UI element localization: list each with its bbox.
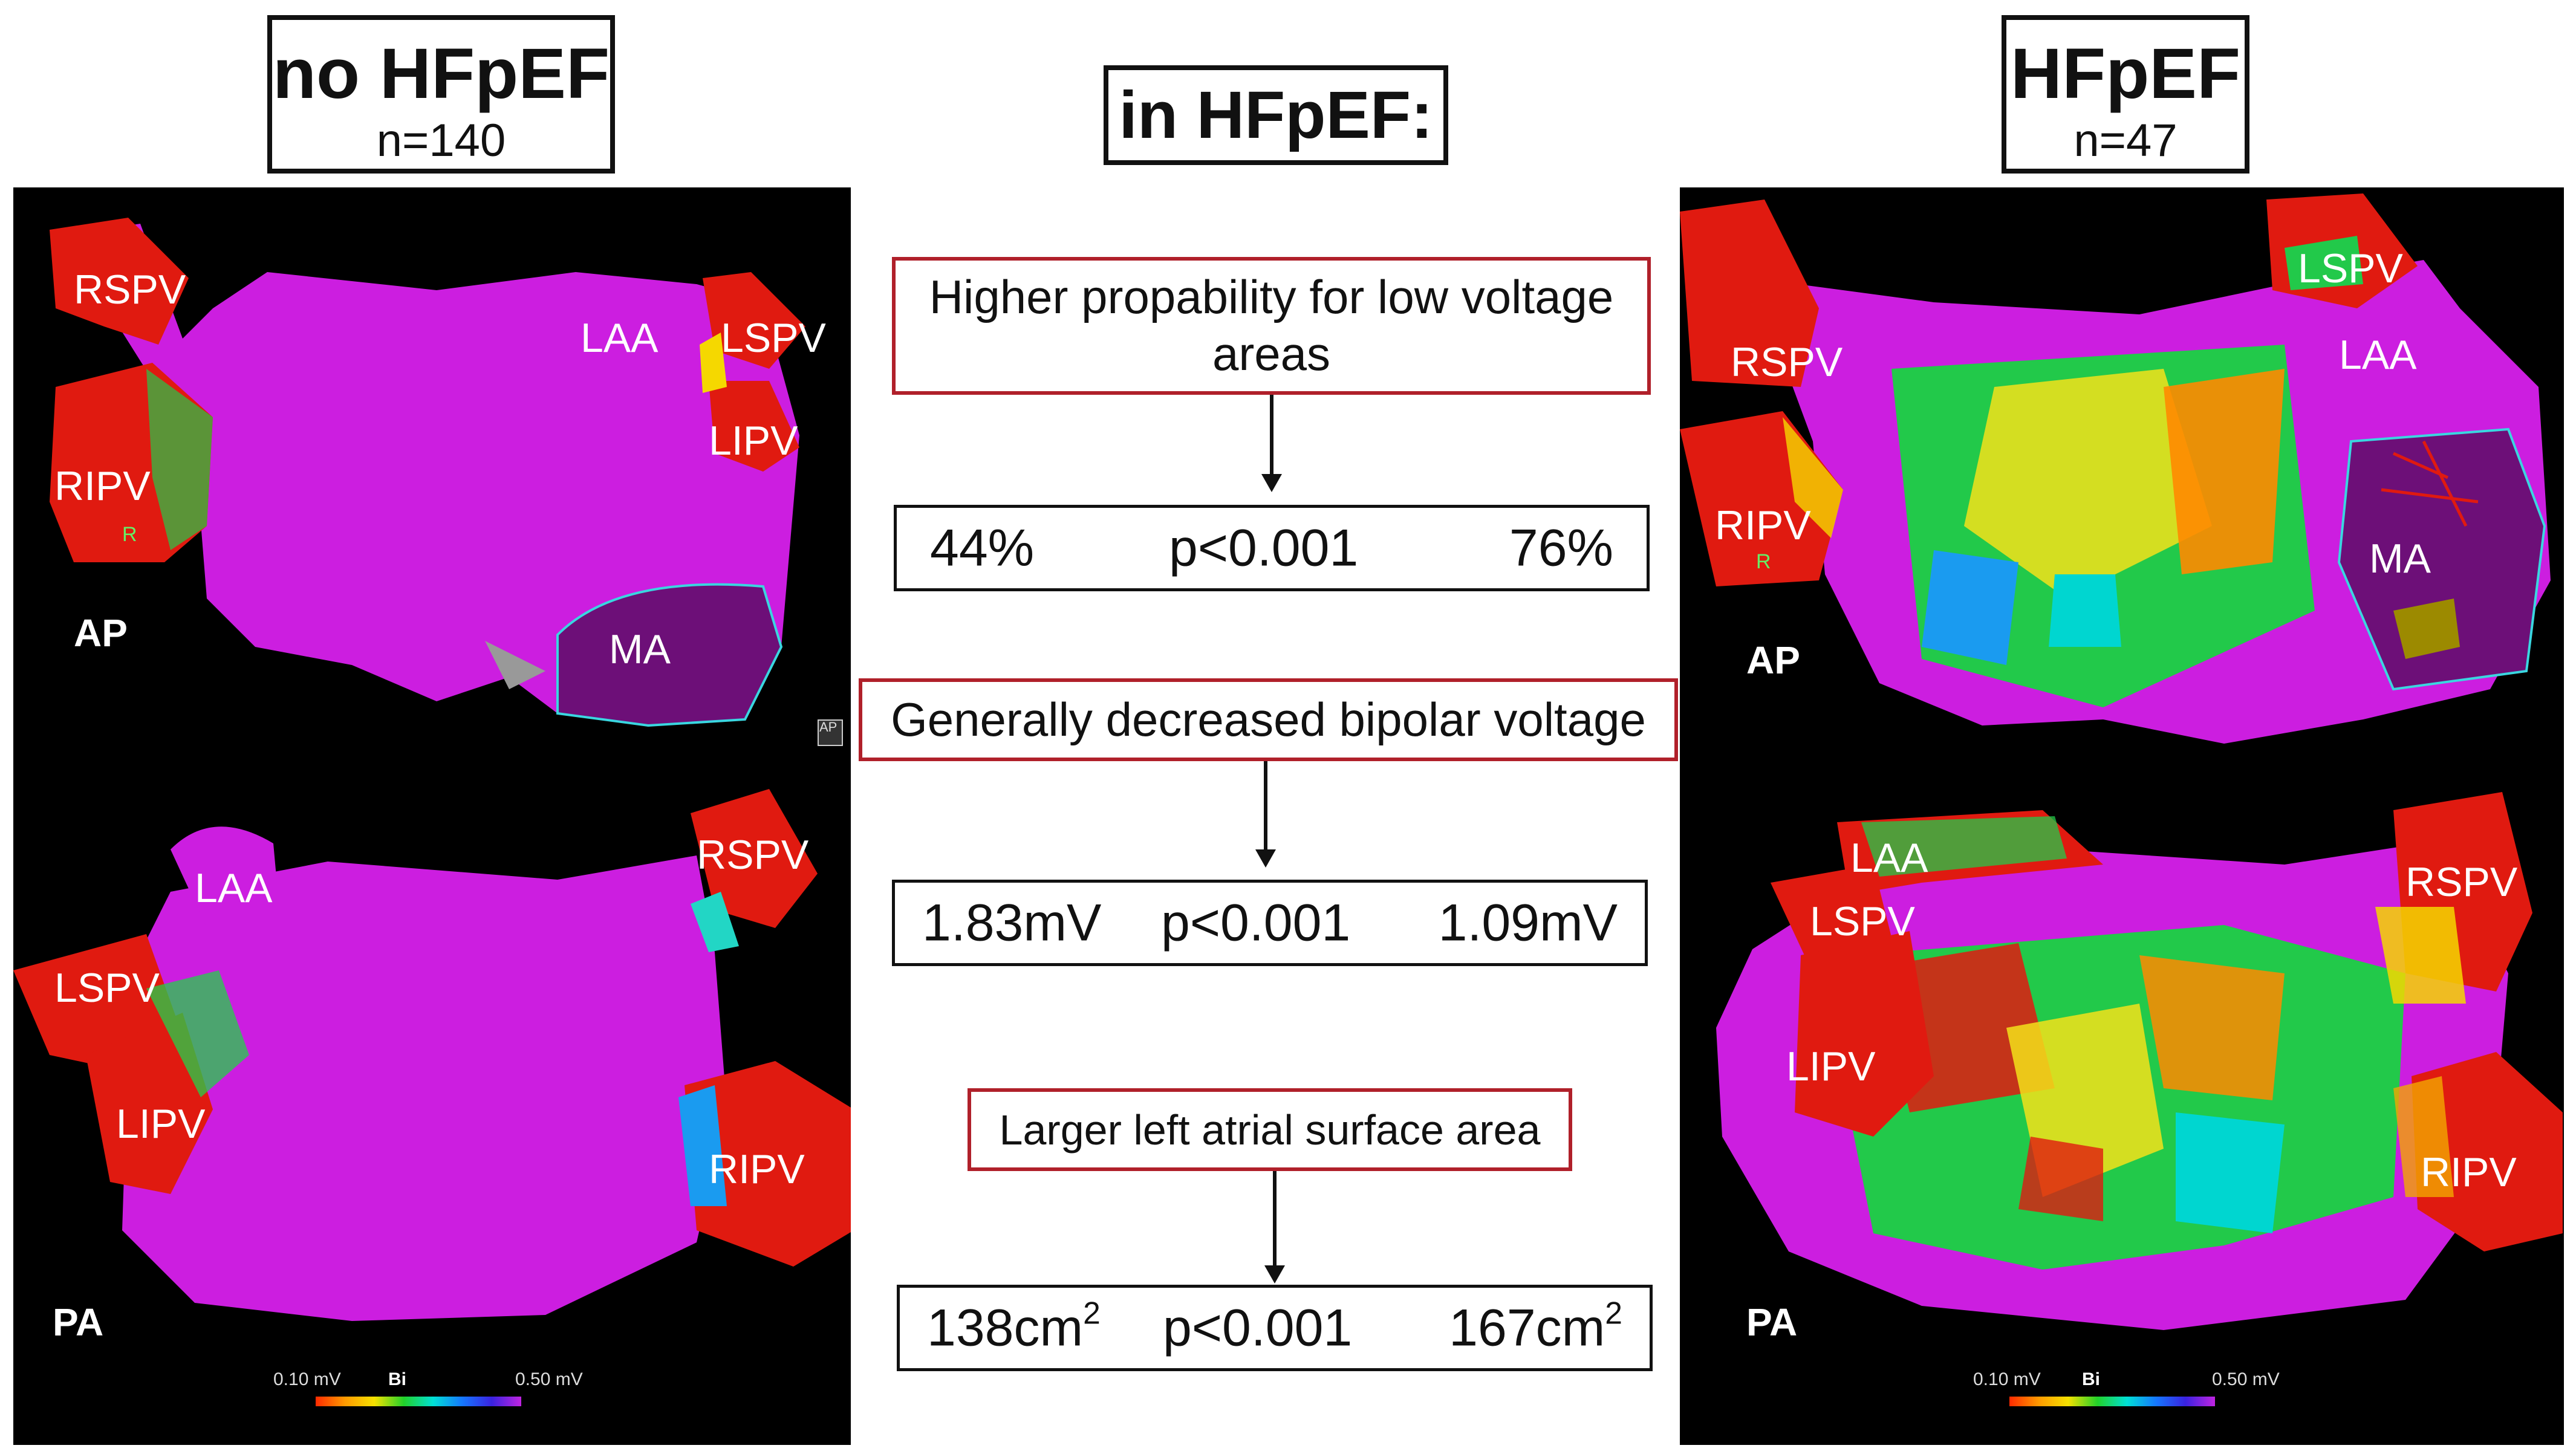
left-ap-atrium-shape <box>50 218 805 727</box>
finding-1-p-value: p<0.001 <box>1169 519 1359 577</box>
no-hfpef-title: no HFpEF <box>272 34 610 114</box>
finding-3-hfpef-unit-sup: 2 <box>1605 1294 1622 1330</box>
finding-1-label: Higher propability for low voltage areas <box>929 270 1614 380</box>
finding-2-p-value: p<0.001 <box>1161 894 1351 952</box>
right-pa-label-laa: LAA <box>1850 835 1928 881</box>
right-pa-scale-max: 0.50 mV <box>2212 1369 2280 1389</box>
left-pa-label-laa: LAA <box>195 865 273 911</box>
left-pa-label-ripv: RIPV <box>709 1146 805 1192</box>
left-ap-view-label: AP <box>74 611 128 655</box>
finding-2-hfpef-value: 1.09mV <box>1438 894 1618 952</box>
right-ap-marker-r: R <box>1756 550 1771 573</box>
left-pa-scale-min: 0.10 mV <box>273 1369 341 1389</box>
finding-1-label-box: Higher propability for low voltage areas <box>892 257 1651 395</box>
finding-3-result-box: 138cm2 p<0.001 167cm2 <box>897 1285 1653 1371</box>
finding-1-no-hfpef-value: 44% <box>930 519 1035 577</box>
left-ap-label-ma: MA <box>609 626 671 672</box>
left-pa-view-label: PA <box>53 1300 104 1344</box>
right-pa-scale-mode: Bi <box>2082 1369 2100 1389</box>
in-hfpef-title: in HFpEF: <box>1104 65 1448 165</box>
hfpef-group-box: HFpEF n=47 <box>2002 15 2249 174</box>
finding-1-hfpef-value: 76% <box>1509 519 1613 577</box>
left-pa-atrium-shape <box>13 789 851 1321</box>
right-pa-color-scale-bar <box>2009 1397 2215 1406</box>
finding-3-no-hfpef-number: 138cm <box>927 1299 1084 1357</box>
finding-1-arrow <box>1261 395 1282 492</box>
left-pa-scale-mode: Bi <box>388 1369 406 1389</box>
hfpef-title: HFpEF <box>2010 34 2241 114</box>
hfpef-count: n=47 <box>2073 115 2178 166</box>
right-pa-label-rspv: RSPV <box>2405 859 2518 905</box>
left-pa-voltage-map: LAA RSPV LSPV LIPV RIPV PA 0.10 mV Bi 0.… <box>13 771 851 1445</box>
finding-3-no-hfpef-unit-sup: 2 <box>1083 1294 1101 1330</box>
left-pa-label-rspv: RSPV <box>697 832 809 878</box>
right-ap-voltage-map: LSPV RSPV LAA RIPV MA R AP <box>1680 187 2564 774</box>
left-ap-label-rspv: RSPV <box>74 267 186 313</box>
right-ap-label-lspv: LSPV <box>2298 245 2403 291</box>
finding-2-no-hfpef-value: 1.83mV <box>922 894 1102 952</box>
finding-3-hfpef-value: 167cm2 <box>1449 1294 1622 1358</box>
left-ap-voltage-map: RSPV LAA LSPV LIPV RIPV MA R AP AP <box>13 187 851 771</box>
finding-2-label: Generally decreased bipolar voltage <box>891 692 1646 746</box>
right-pa-label-ripv: RIPV <box>2421 1149 2517 1195</box>
left-ap-label-lspv: LSPV <box>721 315 826 361</box>
right-ap-atrium-shape <box>1680 193 2551 744</box>
right-ap-label-rspv: RSPV <box>1731 339 1843 385</box>
left-pa-label-lipv: LIPV <box>116 1101 206 1147</box>
right-pa-voltage-map: LAA LSPV RSPV LIPV RIPV PA 0.10 mV Bi 0.… <box>1680 774 2564 1445</box>
right-pa-label-lipv: LIPV <box>1786 1043 1876 1089</box>
left-ap-label-ripv: RIPV <box>54 463 151 509</box>
no-hfpef-group-box: no HFpEF n=140 <box>267 15 615 174</box>
right-pa-scale-min: 0.10 mV <box>1973 1369 2041 1389</box>
finding-3-hfpef-number: 167cm <box>1449 1299 1605 1357</box>
left-pa-label-lspv: LSPV <box>54 965 160 1011</box>
right-pa-view-label: PA <box>1746 1300 1798 1344</box>
finding-3-arrow <box>1264 1171 1285 1284</box>
left-pa-color-scale-bar <box>316 1397 521 1406</box>
finding-1-result-box: 44% p<0.001 76% <box>894 505 1650 591</box>
finding-2-arrow <box>1255 761 1276 868</box>
no-hfpef-count: n=140 <box>376 115 506 166</box>
finding-2-result-box: 1.83mV p<0.001 1.09mV <box>892 880 1648 966</box>
right-pa-atrium-shape <box>1716 792 2563 1330</box>
left-ap-corner-label: AP <box>819 719 838 735</box>
right-ap-label-ripv: RIPV <box>1715 502 1811 548</box>
right-pa-label-lspv: LSPV <box>1810 898 1915 944</box>
finding-3-p-value: p<0.001 <box>1163 1299 1353 1357</box>
left-ap-label-laa: LAA <box>581 315 659 361</box>
right-ap-view-label: AP <box>1746 638 1800 682</box>
left-ap-marker-r: R <box>122 523 137 546</box>
finding-3-no-hfpef-value: 138cm2 <box>927 1294 1101 1358</box>
left-ap-label-lipv: LIPV <box>709 418 798 464</box>
finding-2-label-box: Generally decreased bipolar voltage <box>859 678 1678 761</box>
left-ap-orientation-icon <box>818 719 843 746</box>
left-pa-scale-max: 0.50 mV <box>515 1369 583 1389</box>
right-ap-label-ma: MA <box>2369 536 2431 582</box>
finding-3-label: Larger left atrial surface area <box>999 1106 1541 1154</box>
finding-3-label-box: Larger left atrial surface area <box>968 1088 1572 1171</box>
right-ap-label-laa: LAA <box>2339 332 2417 378</box>
